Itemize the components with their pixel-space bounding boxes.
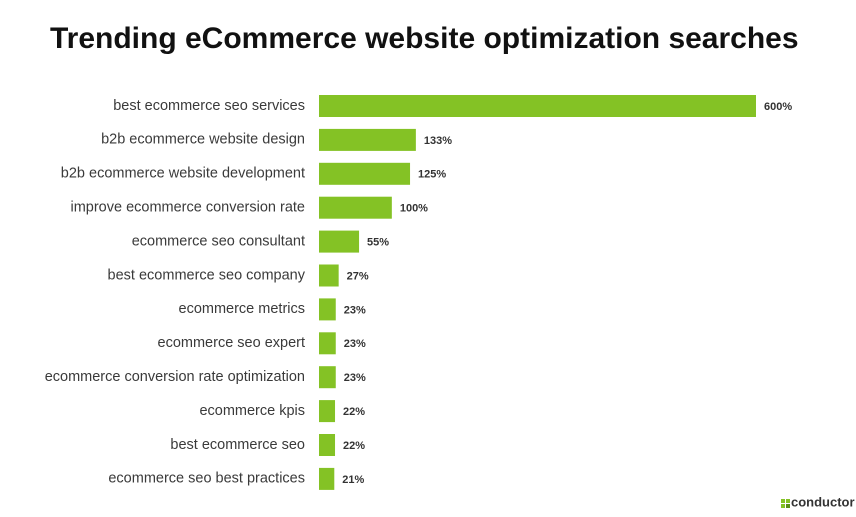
category-label: best ecommerce seo company [108, 267, 306, 283]
bar [319, 400, 336, 423]
bar [319, 128, 416, 151]
category-label: best ecommerce seo [170, 437, 305, 453]
category-label: ecommerce seo best practices [108, 471, 305, 487]
category-label: ecommerce conversion rate optimization [45, 369, 305, 385]
bar [319, 196, 392, 219]
bar [319, 467, 335, 490]
category-label: improve ecommerce conversion rate [70, 200, 305, 216]
category-label: ecommerce kpis [199, 403, 305, 419]
value-label: 27% [347, 270, 369, 282]
category-label: ecommerce seo consultant [132, 233, 305, 249]
value-label: 23% [344, 304, 366, 316]
category-label: ecommerce seo expert [158, 335, 305, 351]
value-label: 125% [418, 169, 446, 181]
bar [319, 264, 339, 287]
value-label: 21% [342, 474, 364, 486]
category-label: best ecommerce seo services [113, 98, 305, 114]
category-label: ecommerce metrics [179, 301, 306, 317]
value-label: 133% [424, 135, 452, 147]
category-label: b2b ecommerce website design [101, 132, 305, 148]
logo-icon [781, 499, 790, 508]
value-label: 22% [343, 440, 365, 452]
bar [319, 366, 336, 389]
value-label: 100% [400, 203, 428, 215]
bar [319, 95, 756, 117]
chart-title: Trending eCommerce website optimization … [50, 22, 799, 55]
bar [319, 298, 336, 321]
bar [319, 230, 360, 253]
value-label: 600% [764, 101, 792, 113]
value-label: 23% [344, 338, 366, 350]
logo: conductor [791, 494, 855, 509]
bar [319, 332, 336, 355]
category-label: b2b ecommerce website development [61, 166, 305, 182]
bar [319, 162, 411, 185]
value-label: 22% [343, 406, 365, 418]
bar [319, 434, 336, 456]
value-label: 55% [367, 237, 389, 249]
value-label: 23% [344, 372, 366, 384]
